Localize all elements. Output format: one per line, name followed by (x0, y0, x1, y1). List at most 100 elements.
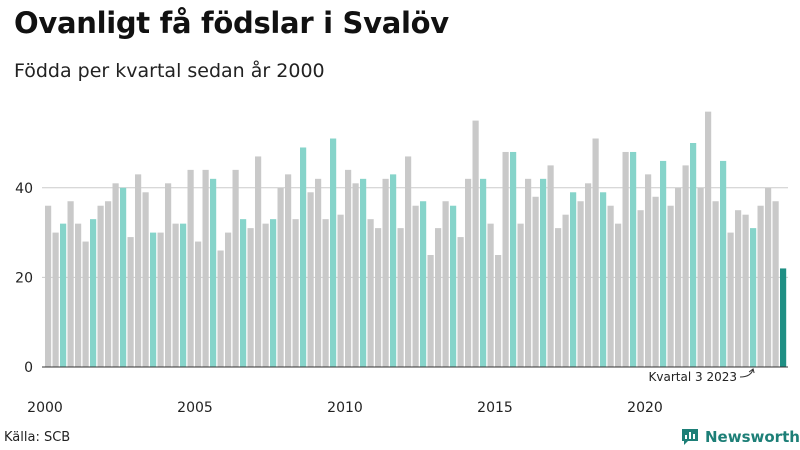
bar (487, 223, 494, 367)
bar (592, 138, 599, 367)
bar (285, 174, 292, 367)
bar (172, 223, 179, 367)
bar (465, 178, 472, 367)
bar (517, 223, 524, 367)
bar (772, 201, 779, 367)
bar (720, 160, 727, 367)
bar (397, 228, 404, 367)
bar (727, 232, 734, 367)
bar (112, 183, 119, 367)
bar (225, 232, 232, 367)
bar (427, 255, 434, 367)
bar (630, 151, 637, 367)
bar (217, 250, 224, 367)
bar (472, 120, 479, 367)
bar (315, 178, 322, 367)
bar (697, 187, 704, 367)
bar (45, 205, 52, 367)
bar (615, 223, 622, 367)
bars (45, 111, 787, 367)
y-tick-label: 40 (15, 181, 33, 197)
bar (255, 156, 262, 367)
bar (210, 178, 217, 367)
bar-chart: 0 20 40 2000 2005 2010 2015 2020 Kvartal 3 202… (15, 111, 788, 416)
bar (120, 187, 127, 367)
bar (660, 160, 667, 367)
bar (82, 241, 89, 367)
bar (420, 201, 427, 367)
bar (337, 214, 344, 367)
bar (765, 187, 772, 367)
bar (577, 201, 584, 367)
bar (90, 219, 97, 367)
bar (600, 192, 607, 367)
bar (67, 201, 74, 367)
brand-logo: Newsworthy (680, 427, 800, 447)
bar (540, 178, 547, 367)
bar (450, 205, 457, 367)
bar (60, 223, 67, 367)
bar (585, 183, 592, 367)
bar (750, 228, 757, 367)
bar (52, 232, 59, 367)
brand-name: Newsworthy (705, 428, 800, 446)
bar (105, 201, 112, 367)
bar (405, 156, 412, 367)
bar (637, 210, 644, 367)
x-tick-label: 2015 (477, 400, 513, 416)
bar (180, 223, 187, 367)
source-note: Källa: SCB (4, 430, 71, 445)
y-tick-label: 20 (15, 270, 33, 286)
chart-logo-icon (682, 429, 698, 445)
bar (360, 178, 367, 367)
bar (330, 138, 337, 367)
bar (652, 196, 659, 367)
bar (135, 174, 142, 367)
bar (270, 219, 277, 367)
bar (165, 183, 172, 367)
bar (480, 178, 487, 367)
bar (742, 214, 749, 367)
annotation: Kvartal 3 2023 (649, 368, 755, 384)
y-tick-labels: 0 20 40 (15, 181, 33, 376)
bar (607, 205, 614, 367)
bar (502, 151, 509, 367)
bar (457, 237, 464, 367)
bar (195, 241, 202, 367)
bar (345, 169, 352, 367)
bar (300, 147, 307, 367)
chart-subtitle: Födda per kvartal sedan år 2000 (14, 60, 325, 82)
annotation-arrow (739, 368, 755, 378)
bar (157, 232, 164, 367)
bar (532, 196, 539, 367)
bar (390, 174, 397, 367)
bar (150, 232, 157, 367)
bar (442, 201, 449, 367)
bar (435, 228, 442, 367)
bar (555, 228, 562, 367)
x-tick-label: 2010 (327, 400, 363, 416)
bar (142, 192, 149, 367)
bar (757, 205, 764, 367)
bar (127, 237, 134, 367)
bar (367, 219, 374, 367)
bar (375, 228, 382, 367)
bar (247, 228, 254, 367)
x-tick-label: 2020 (627, 400, 663, 416)
bar (682, 165, 689, 367)
bar (412, 205, 419, 367)
bar (240, 219, 247, 367)
bar (75, 223, 82, 367)
x-tick-label: 2005 (177, 400, 213, 416)
bar (322, 219, 329, 367)
bar (202, 169, 209, 367)
bar (712, 201, 719, 367)
bar (97, 205, 104, 367)
bar (187, 169, 194, 367)
bar (510, 151, 517, 367)
bar (690, 143, 697, 367)
bar (382, 178, 389, 367)
bar (232, 169, 239, 367)
bar (495, 255, 502, 367)
x-tick-label: 2000 (27, 400, 63, 416)
